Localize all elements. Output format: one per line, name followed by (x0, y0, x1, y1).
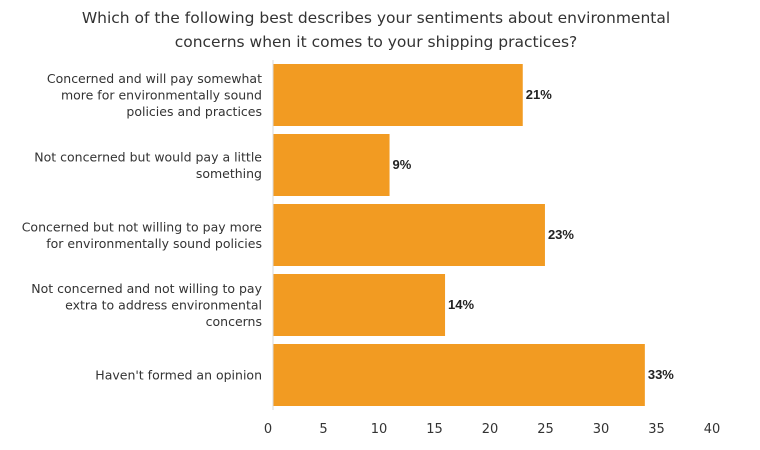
category-label-5: Haven't formed an opinion (95, 368, 262, 383)
category-label-4-line-2: extra to address environmental (65, 298, 262, 313)
category-label-4-line-3: concerns (206, 314, 262, 329)
category-label-4: Not concerned and not willing to pay extr… (31, 281, 262, 329)
category-label-2-line-2: something (196, 166, 262, 181)
chart-title-line-2: concerns when it comes to your shipping … (174, 33, 578, 51)
data-label-4: 14% (448, 297, 474, 312)
bar-5 (273, 344, 645, 406)
x-tick-label-40: 40 (704, 422, 721, 437)
x-tick-label-15: 15 (426, 422, 443, 437)
category-label-2-line-1: Not concerned but would pay a little (34, 149, 262, 164)
category-label-3: Concerned but not willing to pay more for… (22, 219, 263, 251)
x-tick-label-5: 5 (319, 422, 327, 437)
category-label-1-line-2: more for environmentally sound (61, 88, 262, 103)
data-label-2: 9% (393, 157, 412, 172)
category-label-4-line-1: Not concerned and not willing to pay (31, 281, 262, 296)
category-label-1: Concerned and will pay somewhat more for … (47, 71, 262, 119)
data-label-1: 21% (526, 87, 552, 102)
bar-2 (273, 134, 390, 196)
chart-title-line-1: Which of the following best describes yo… (81, 9, 671, 27)
x-tick-label-0: 0 (264, 422, 272, 437)
bar-1 (273, 64, 523, 126)
x-tick-label-20: 20 (482, 422, 499, 437)
category-label-5-line-1: Haven't formed an opinion (95, 368, 262, 383)
category-label-3-line-1: Concerned but not willing to pay more (22, 219, 263, 234)
chart-title: Which of the following best describes yo… (40, 6, 712, 54)
x-tick-label-30: 30 (593, 422, 610, 437)
data-label-5: 33% (648, 367, 674, 382)
category-label-1-line-3: policies and practices (126, 104, 262, 119)
bar-4 (273, 274, 446, 336)
category-label-1-line-1: Concerned and will pay somewhat (47, 71, 262, 86)
data-label-3: 23% (548, 227, 574, 242)
x-tick-label-25: 25 (537, 422, 554, 437)
category-label-3-line-2: for environmentally sound policies (46, 236, 262, 251)
category-label-2: Not concerned but would pay a little some… (34, 149, 262, 181)
x-tick-label-35: 35 (648, 422, 665, 437)
bar-3 (273, 204, 545, 266)
x-tick-label-10: 10 (371, 422, 388, 437)
